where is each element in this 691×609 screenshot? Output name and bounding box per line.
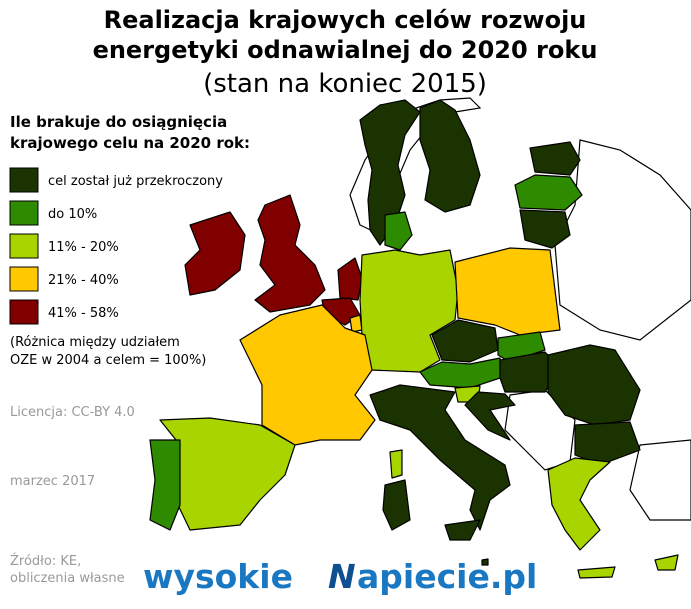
sicily [444,519,481,541]
ireland [184,211,246,296]
logo-n: N [328,557,356,596]
legend-title: Ile brakuje do osiągnięcia krajowego cel… [10,113,250,152]
legend: cel został już przekroczony do 10% 11% - 2… [9,167,223,325]
poland [454,247,561,336]
hungary [499,351,561,393]
legend-swatch [9,266,39,292]
legend-label: 21% - 40% [48,273,119,288]
portugal [149,439,181,531]
legend-label: do 10% [48,207,97,222]
turkey-outline [629,439,691,521]
source-line: obliczenia własne [10,571,125,586]
logo: wysokie N apiecie.pl [143,557,537,596]
title-line: Realizacja krajowych celów rozwoju [104,6,587,34]
logo-right: apiecie.pl [357,557,537,596]
title-line: energetyki odnawialnej do 2020 roku [93,36,598,64]
legend-swatch [9,299,39,325]
note-line: (Różnica między udziałem [10,335,180,350]
legend-swatch [9,200,39,226]
great-britain [254,194,326,313]
title: Realizacja krajowych celów rozwoju energ… [93,6,598,64]
legend-label: cel został już przekroczony [48,174,223,189]
croatia [464,391,516,441]
cyprus [654,554,679,571]
legend-swatch [9,233,39,259]
source-line: Źródło: KE, [10,553,81,569]
netherlands [337,257,363,301]
italy [369,384,511,531]
france [239,304,376,446]
romania [547,344,641,426]
legend-label: 41% - 58% [48,306,119,321]
denmark [384,211,413,251]
finland [419,99,481,213]
crete [577,566,616,579]
subtitle: (stan na koniec 2015) [203,69,487,99]
legend-note: (Różnica między udziałem OZE w 2004 a ce… [10,335,206,368]
note-line: OZE w 2004 a celem = 100%) [10,353,206,368]
bulgaria [574,421,641,466]
greece [547,457,611,551]
corsica [389,449,403,479]
latvia [514,174,583,211]
estonia [529,141,581,176]
map [149,97,691,579]
east-outline [554,139,691,341]
legend-swatch [9,167,39,193]
lithuania [519,209,571,249]
legend-title-line: Ile brakuje do osiągnięcia [10,113,227,131]
luxembourg [349,314,363,333]
legend-label: 11% - 20% [48,240,119,255]
license: Licencja: CC-BY 4.0 [10,405,135,420]
legend-title-line: krajowego celu na 2020 rok: [10,134,250,152]
sweden [359,99,421,246]
date: marzec 2017 [10,474,95,489]
logo-left: wysokie [143,557,293,596]
malta [481,558,489,566]
sardinia [382,479,411,531]
